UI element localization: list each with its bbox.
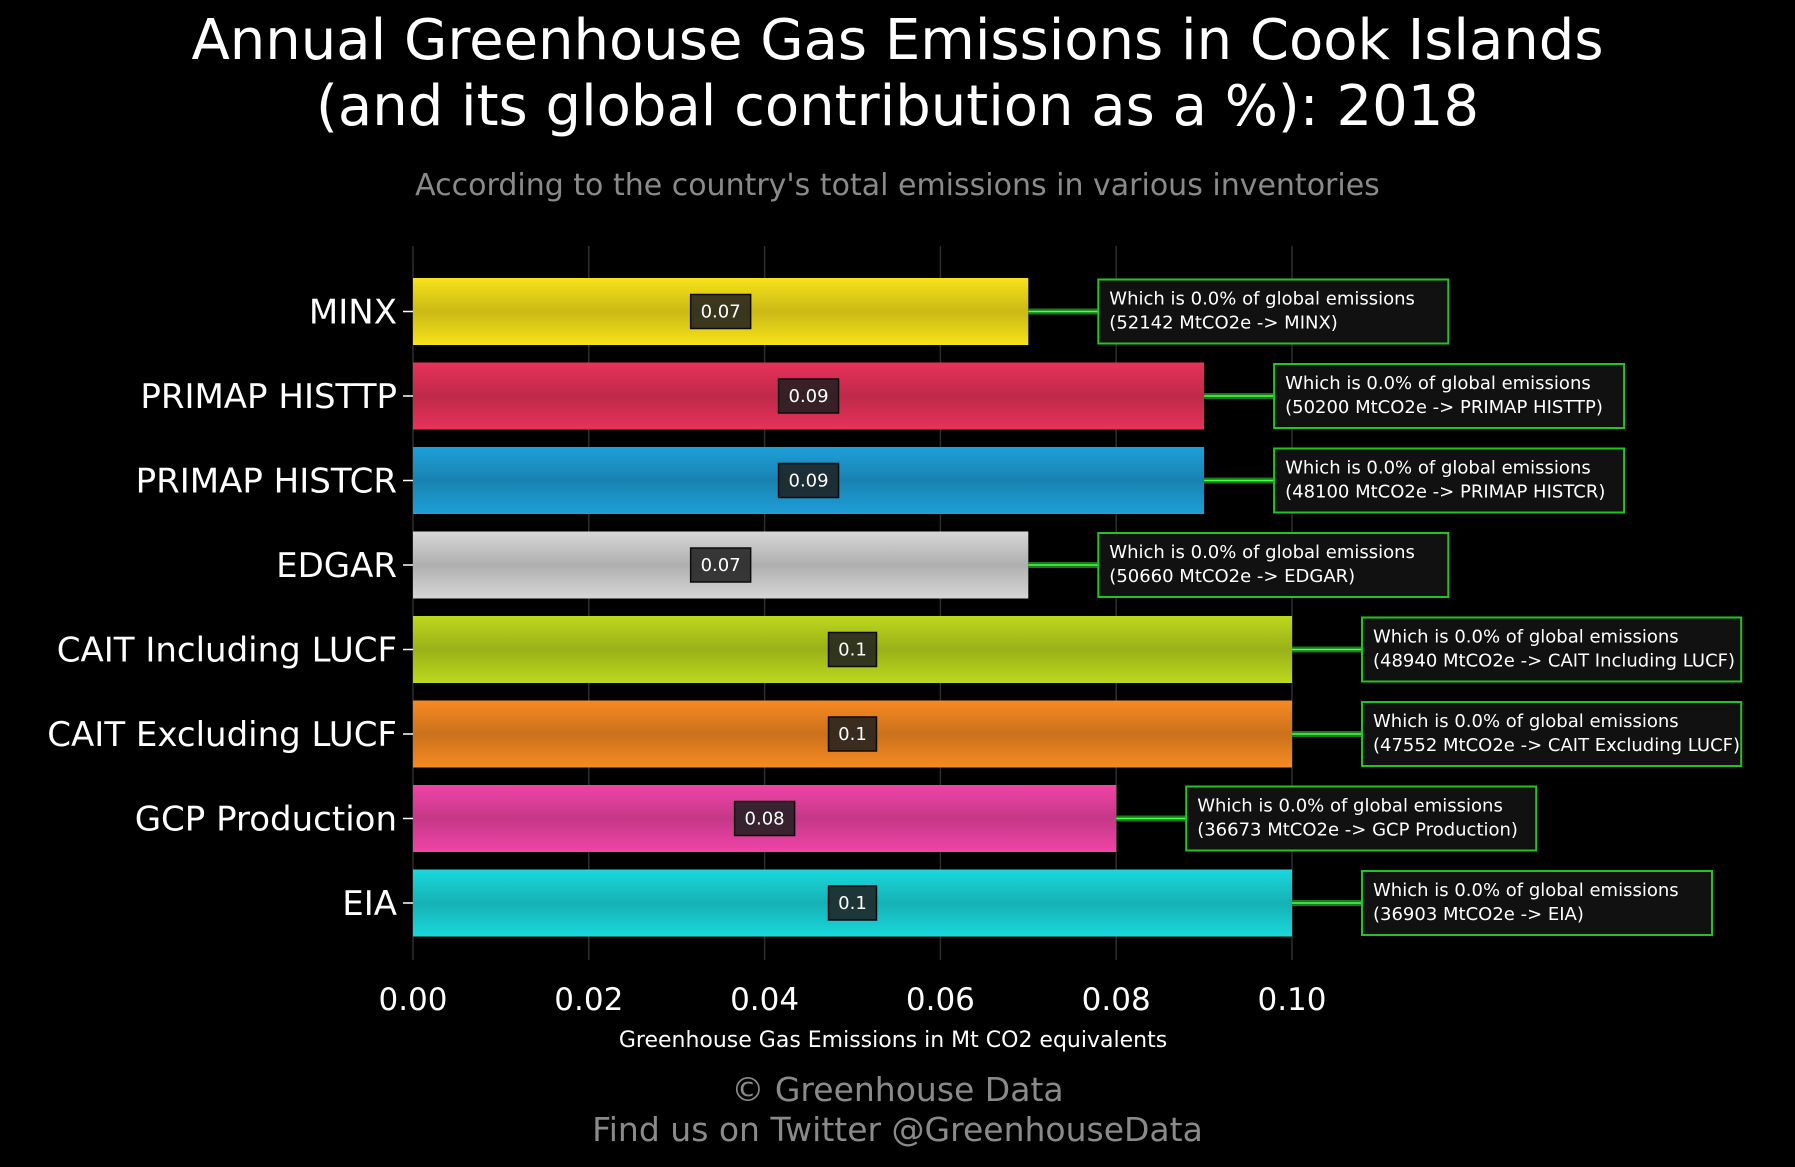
annotation-text: (48100 MtCO2e -> PRIMAP HISTCR) bbox=[1285, 482, 1605, 503]
annotation-text: (48940 MtCO2e -> CAIT Including LUCF) bbox=[1373, 651, 1735, 672]
annotation-box bbox=[1273, 363, 1626, 429]
value-label: 0.1 bbox=[838, 724, 867, 745]
annotation-text: Which is 0.0% of global emissions bbox=[1373, 880, 1679, 901]
value-label: 0.07 bbox=[701, 302, 741, 323]
value-label: 0.09 bbox=[789, 471, 829, 492]
value-label: 0.09 bbox=[789, 386, 829, 407]
annotation-text: (47552 MtCO2e -> CAIT Excluding LUCF) bbox=[1373, 735, 1740, 756]
chart-title: Annual Greenhouse Gas Emissions in Cook … bbox=[0, 8, 1795, 140]
annotation-box bbox=[1273, 447, 1626, 514]
annotation-text: Which is 0.0% of global emissions bbox=[1373, 627, 1679, 648]
footer-copyright: © Greenhouse Data bbox=[731, 1070, 1064, 1109]
value-label-box bbox=[733, 800, 796, 837]
title-line-1: Annual Greenhouse Gas Emissions in Cook … bbox=[191, 8, 1604, 73]
value-label-box bbox=[827, 885, 878, 921]
annotation-text: Which is 0.0% of global emissions bbox=[1373, 711, 1679, 732]
annotation-text: (36903 MtCO2e -> EIA) bbox=[1373, 904, 1584, 925]
x-tick-label: 0.10 bbox=[1257, 982, 1326, 1018]
annotation-text: Which is 0.0% of global emissions bbox=[1109, 289, 1415, 310]
x-tick-label: 0.02 bbox=[554, 982, 623, 1018]
annotation-text: Which is 0.0% of global emissions bbox=[1285, 458, 1591, 479]
annotation-text: Which is 0.0% of global emissions bbox=[1285, 373, 1591, 394]
category-label: PRIMAP HISTTP bbox=[140, 377, 397, 417]
x-tick-label: 0.04 bbox=[730, 982, 799, 1018]
annotation-text: (36673 MtCO2e -> GCP Production) bbox=[1197, 820, 1518, 841]
annotation-text: Which is 0.0% of global emissions bbox=[1109, 542, 1415, 563]
category-label: CAIT Including LUCF bbox=[57, 631, 397, 671]
category-label: MINX bbox=[309, 293, 397, 333]
annotation-text: (50200 MtCO2e -> PRIMAP HISTTP) bbox=[1285, 397, 1603, 418]
annotation-text: (52142 MtCO2e -> MINX) bbox=[1109, 313, 1338, 334]
category-label: CAIT Excluding LUCF bbox=[47, 715, 397, 755]
value-label-box bbox=[689, 547, 752, 583]
value-label: 0.08 bbox=[745, 809, 785, 830]
annotation-box bbox=[1361, 616, 1743, 683]
axes: 0.00 0.02 0.04 0.06 0.08 0.10 MINX PRIMAP HISTT… bbox=[47, 293, 1326, 1019]
annotation-box bbox=[1361, 870, 1713, 936]
x-axis-label: Greenhouse Gas Emissions in Mt CO2 equiv… bbox=[619, 1028, 1167, 1053]
annotation-box bbox=[1185, 785, 1538, 852]
annotation-box bbox=[1097, 278, 1450, 345]
value-label: 0.07 bbox=[701, 555, 741, 576]
value-label-box bbox=[827, 631, 878, 668]
value-label: 0.1 bbox=[838, 893, 867, 914]
gridlines bbox=[412, 246, 1293, 960]
category-label: GCP Production bbox=[135, 800, 397, 840]
bars: 0.07 Which is 0.0% of global emissions (52… bbox=[413, 278, 1743, 937]
category-label: EIA bbox=[342, 884, 397, 924]
annotation-text: (50660 MtCO2e -> EDGAR) bbox=[1109, 566, 1355, 587]
value-label: 0.1 bbox=[838, 640, 867, 661]
annotation-text: Which is 0.0% of global emissions bbox=[1197, 796, 1503, 817]
value-label-box bbox=[777, 378, 840, 414]
annotation-box bbox=[1361, 701, 1743, 767]
x-tick-label: 0.08 bbox=[1082, 982, 1151, 1018]
chart-subtitle: According to the country's total emissio… bbox=[415, 168, 1380, 203]
category-label: EDGAR bbox=[276, 546, 397, 586]
title-line-2: (and its global contribution as a %): 20… bbox=[316, 74, 1479, 139]
category-label: PRIMAP HISTCR bbox=[136, 462, 397, 502]
value-label-box bbox=[827, 716, 878, 752]
x-tick-label: 0.06 bbox=[906, 982, 975, 1018]
annotation-box bbox=[1097, 532, 1450, 598]
value-label-box bbox=[689, 293, 752, 330]
value-label-box bbox=[777, 462, 840, 499]
footer-twitter: Find us on Twitter @GreenhouseData bbox=[592, 1110, 1203, 1149]
x-tick-label: 0.00 bbox=[378, 982, 447, 1018]
